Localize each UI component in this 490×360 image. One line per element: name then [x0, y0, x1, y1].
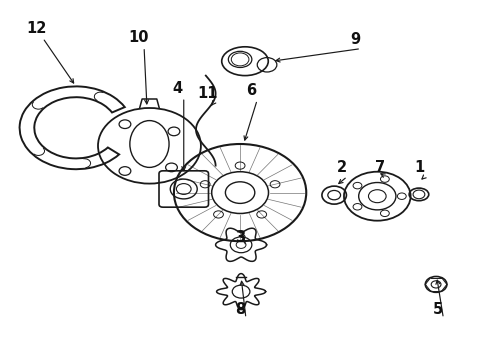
Text: 4: 4 [173, 81, 183, 96]
Text: 2: 2 [337, 160, 346, 175]
Text: 3: 3 [235, 230, 245, 245]
Text: 8: 8 [235, 302, 245, 317]
Text: 12: 12 [26, 21, 47, 36]
Text: 9: 9 [350, 32, 360, 47]
Text: 7: 7 [375, 160, 385, 175]
Text: 1: 1 [414, 160, 424, 175]
Text: 5: 5 [433, 302, 442, 317]
Text: 6: 6 [246, 83, 256, 98]
Text: 10: 10 [128, 30, 148, 45]
Text: 11: 11 [197, 86, 218, 101]
